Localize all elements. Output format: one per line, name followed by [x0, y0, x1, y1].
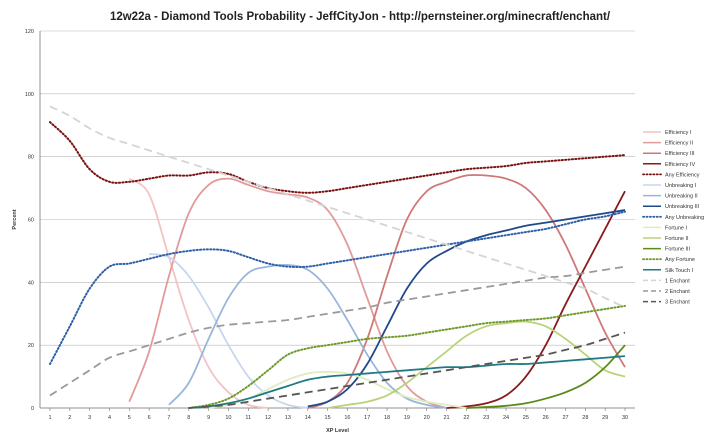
y-tick-label: 80	[28, 155, 34, 161]
x-tick-label: 30	[622, 415, 628, 421]
legend-label: Any Efficiency	[665, 172, 700, 178]
legend-label: Efficiency I	[665, 130, 692, 136]
series-line	[49, 105, 626, 309]
series-line	[327, 320, 626, 409]
legend: Efficiency I Efficiency II Efficiency III E…	[642, 130, 704, 306]
y-tick-label: 40	[28, 280, 34, 286]
x-tick-label: 11	[245, 415, 251, 421]
x-tick-label: 12	[265, 415, 271, 421]
x-tick-label: 3	[88, 415, 91, 421]
series-line	[49, 121, 626, 194]
legend-label: Any Unbreaking	[665, 215, 704, 221]
legend-label: Unbreaking III	[665, 204, 700, 210]
x-tick-label: 9	[207, 415, 210, 421]
x-tick-label: 15	[325, 415, 331, 421]
series-line	[187, 304, 626, 409]
x-tick-label: 6	[148, 415, 151, 421]
legend-label: Efficiency IV	[665, 162, 695, 168]
legend-label: 2 Enchant	[665, 289, 690, 295]
x-tick-label: 1	[48, 415, 51, 421]
x-tick-label: 8	[187, 415, 190, 421]
series-line	[307, 174, 626, 409]
x-tick-label: 2	[68, 415, 71, 421]
x-tick-label: 7	[167, 415, 170, 421]
legend-label: 1 Enchant	[665, 278, 690, 284]
series-line	[49, 210, 626, 366]
x-tick-label: 16	[344, 415, 350, 421]
x-tick-label: 10	[225, 415, 231, 421]
legend-label: Efficiency II	[665, 141, 693, 147]
y-tick-label: 60	[28, 218, 34, 224]
legend-label: 3 Enchant	[665, 300, 690, 306]
series-line	[49, 265, 626, 397]
x-tick-label: 18	[384, 415, 390, 421]
chart-title: 12w22a - Diamond Tools Probability - Jef…	[110, 11, 611, 23]
y-tick-label: 20	[28, 343, 34, 349]
y-axis-title: Percent	[12, 209, 18, 229]
x-tick-label: 21	[443, 415, 449, 421]
x-tick-label: 22	[463, 415, 469, 421]
x-tick-label: 5	[128, 415, 131, 421]
x-tick-label: 28	[582, 415, 588, 421]
legend-label: Efficiency III	[665, 151, 695, 157]
x-tick-label: 17	[364, 415, 370, 421]
x-tick-label: 26	[543, 415, 549, 421]
x-tick-label: 23	[483, 415, 489, 421]
series-line	[188, 355, 626, 409]
legend-label: Fortune I	[665, 225, 687, 231]
series-line	[128, 177, 269, 409]
series-lines	[49, 105, 626, 409]
x-tick-label: 20	[424, 415, 430, 421]
legend-label: Fortune II	[665, 236, 689, 242]
legend-label: Unbreaking II	[665, 194, 698, 200]
x-tick-label: 14	[305, 415, 311, 421]
y-tick-label: 0	[31, 406, 34, 412]
legend-label: Fortune III	[665, 247, 691, 253]
series-line	[466, 344, 626, 409]
x-tick-label: 24	[503, 415, 509, 421]
x-tick-label: 25	[523, 415, 529, 421]
legend-label: Any Fortune	[665, 257, 695, 263]
x-tick-label: 19	[404, 415, 410, 421]
x-tick-label: 27	[562, 415, 568, 421]
x-axis-title: XP Level	[326, 428, 349, 434]
legend-label: Silk Touch I	[665, 268, 693, 274]
x-tick-label: 29	[602, 415, 608, 421]
series-line	[446, 190, 626, 409]
legend-label: Unbreaking I	[665, 183, 697, 189]
series-line	[188, 331, 626, 409]
series-line	[149, 253, 308, 409]
x-tick-label: 4	[108, 415, 111, 421]
y-tick-label: 100	[25, 92, 34, 98]
y-tick-label: 120	[25, 29, 34, 35]
x-tick-label: 13	[285, 415, 291, 421]
